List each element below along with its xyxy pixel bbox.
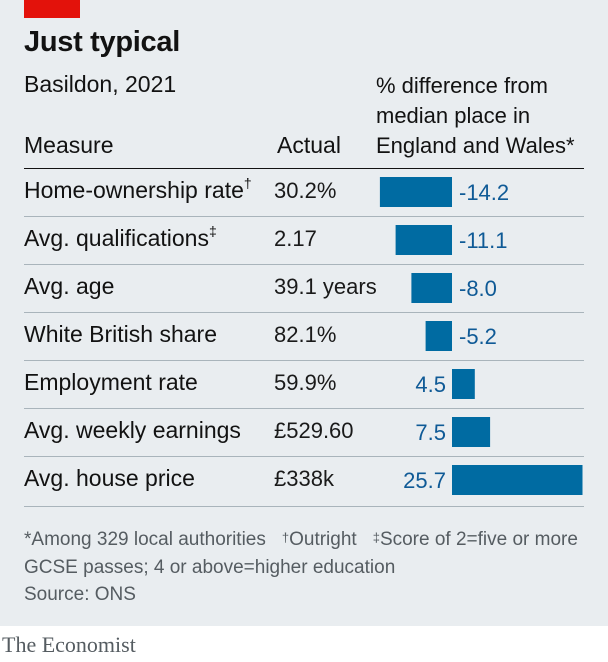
row-rule bbox=[24, 216, 584, 217]
actual-value: 2.17 bbox=[274, 226, 317, 251]
footnotes: *Among 329 local authorities †Outright ‡Sc… bbox=[24, 526, 594, 582]
row-rule bbox=[24, 312, 584, 313]
brand-wordmark: The Economist bbox=[2, 632, 136, 657]
bar-value-label: -8.0 bbox=[459, 276, 497, 301]
difference-bars: -14.2 -11.1 -8.0 -5.2 4.5 7.5 25.7 bbox=[379, 177, 583, 495]
footnote-mark-dagger: † bbox=[281, 530, 290, 545]
bar-value-label: -5.2 bbox=[459, 324, 497, 349]
header-rule bbox=[24, 168, 584, 169]
difference-bar bbox=[425, 321, 452, 351]
actual-column-header: Actual bbox=[277, 132, 341, 158]
actual-value: 82.1% bbox=[274, 322, 337, 347]
bar-value-label: 25.7 bbox=[403, 468, 446, 493]
measure-label: Avg. house price bbox=[24, 465, 195, 491]
footnote-score: Score of 2=five or more GCSE passes; 4 o… bbox=[24, 529, 578, 578]
difference-bar bbox=[452, 465, 583, 495]
measure-label: Avg. qualifications‡ bbox=[24, 223, 217, 251]
actual-value: £529.60 bbox=[274, 418, 354, 443]
row-rule bbox=[24, 408, 584, 409]
row-rule bbox=[24, 264, 584, 265]
footnote-outright: Outright bbox=[289, 529, 357, 550]
actual-value: £338k bbox=[274, 466, 334, 491]
table-bottom-rule bbox=[24, 506, 584, 507]
difference-bar bbox=[452, 417, 491, 447]
brand-red-tag bbox=[24, 0, 80, 18]
actual-value: 30.2% bbox=[274, 178, 337, 203]
chart-title: Just typical bbox=[24, 26, 180, 58]
measure-label: Employment rate bbox=[24, 369, 198, 395]
difference-bar bbox=[411, 273, 452, 303]
measure-label: White British share bbox=[24, 321, 218, 347]
measure-label: Avg. age bbox=[24, 273, 115, 299]
actual-value: 39.1 years bbox=[274, 274, 377, 299]
measure-column-header: Measure bbox=[24, 132, 114, 158]
bar-value-label: 7.5 bbox=[415, 420, 446, 445]
bar-value-label: -14.2 bbox=[459, 180, 509, 205]
chart-panel: Just typical Basildon, 2021 % difference… bbox=[0, 0, 608, 626]
row-rule bbox=[24, 360, 584, 361]
bar-value-label: -11.1 bbox=[459, 228, 508, 253]
actual-value: 59.9% bbox=[274, 370, 337, 395]
chart-subtitle: Basildon, 2021 bbox=[24, 71, 177, 97]
difference-bar bbox=[452, 369, 475, 399]
source-note: Source: ONS bbox=[24, 584, 136, 605]
bar-value-label: 4.5 bbox=[415, 372, 446, 397]
difference-bar bbox=[395, 225, 452, 255]
measure-label: Home-ownership rate† bbox=[24, 175, 252, 203]
difference-bar bbox=[379, 177, 452, 207]
footnote-authorities: *Among 329 local authorities bbox=[24, 529, 266, 550]
row-rule bbox=[24, 456, 584, 457]
measure-label: Avg. weekly earnings bbox=[24, 417, 241, 443]
footnote-mark-double-dagger: ‡ bbox=[372, 530, 380, 545]
difference-column-header: % difference from median place in Englan… bbox=[376, 73, 575, 158]
